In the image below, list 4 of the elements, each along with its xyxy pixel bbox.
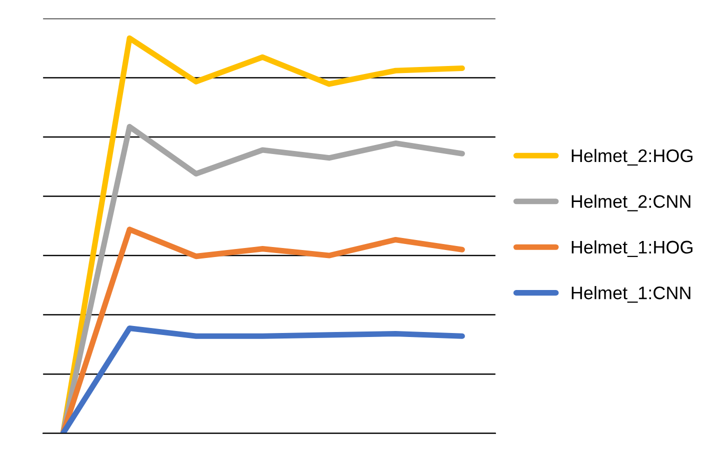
legend-label: Helmet_2:CNN xyxy=(572,194,690,212)
legend-label: Helmet_1:HOG xyxy=(572,240,692,258)
legend-label: Helmet_1:CNN xyxy=(572,286,690,303)
legend-label: Helmet_2:HOG xyxy=(572,148,692,166)
